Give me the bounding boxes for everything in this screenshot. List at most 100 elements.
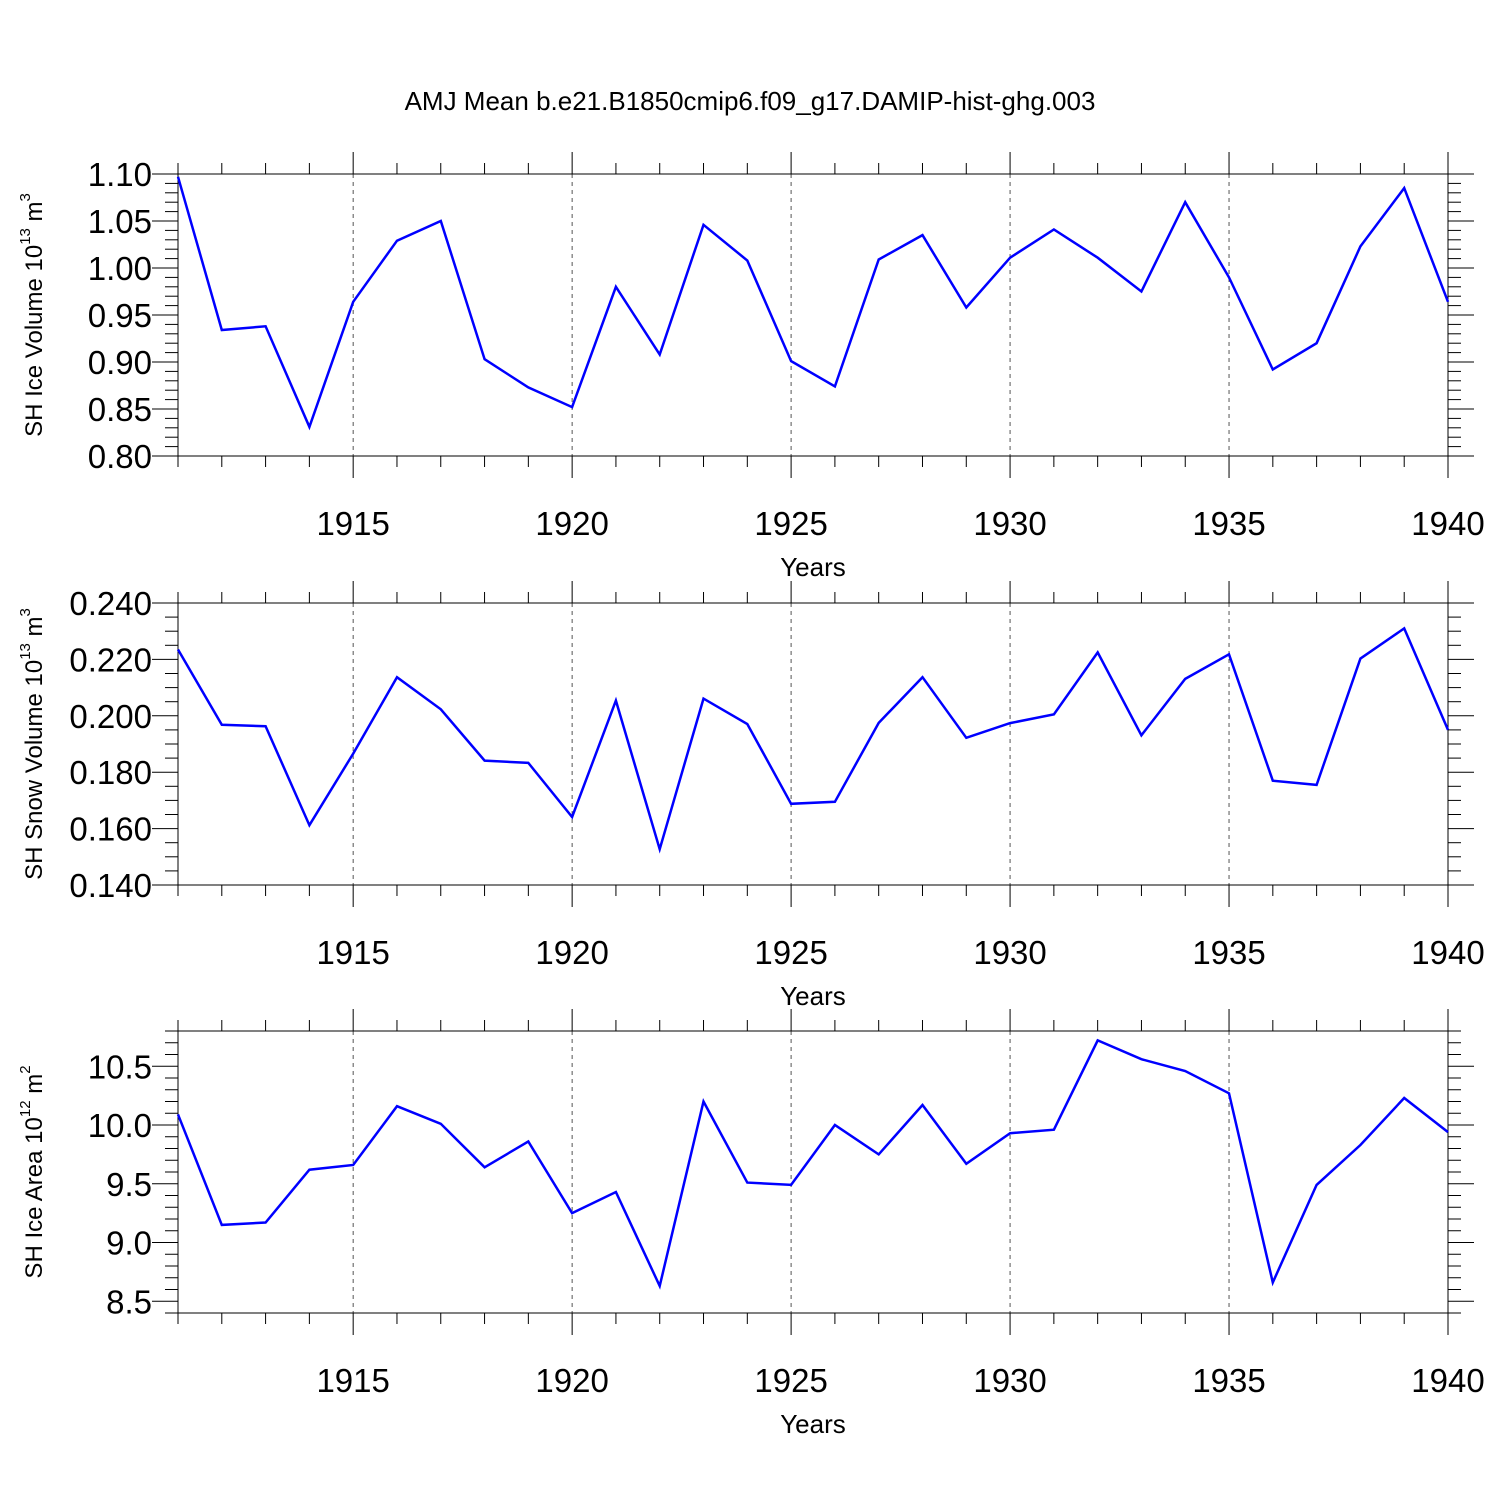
y-tick-label: 1.10 [88,156,152,193]
data-point [1315,1183,1319,1187]
x-tick-label: 1915 [316,1362,389,1399]
chart-title: AMJ Mean b.e21.B1850cmip6.f09_g17.DAMIP-… [405,86,1096,116]
plot-frame [177,173,1449,457]
y-tick-label: 0.160 [69,811,152,848]
x-tick-label: 1935 [1192,934,1265,971]
data-point [526,1139,530,1143]
data-point [745,1181,749,1185]
data-point [570,815,574,819]
panel-ice-area: 8.5 9.0 9.5 10.0 10.5 1915 1920 1925 1930 1935 194… [17,1009,1485,1439]
data-point [439,219,443,223]
y-tick-label: 0.90 [88,344,152,381]
data-point [877,721,881,725]
data-point [307,823,311,827]
data-point [920,1103,924,1107]
y-axis-label-base: SH Ice Area 10 [21,1117,48,1278]
y-tick-label: 10.0 [88,1107,152,1144]
data-point [1183,200,1187,204]
data-point [1227,1091,1231,1095]
y-axis-label-unit: m [21,1074,48,1101]
y-tick-label: 9.5 [106,1166,152,1203]
data-point [395,1104,399,1108]
panel-ice-volume: 0.80 0.85 0.90 0.95 1.00 1.05 1.10 1915 1920 1925… [17,152,1485,582]
x-tick-label: 1940 [1411,505,1484,542]
data-point [395,239,399,243]
x-tick-label: 1915 [316,505,389,542]
data-point [658,352,662,356]
x-axis-label: Years [780,981,846,1011]
x-tick-label: 1925 [754,934,827,971]
data-point [702,1100,706,1104]
data-point [702,223,706,227]
series-line-snow-volume [176,626,1450,854]
data-point [176,648,180,652]
data-point [964,1162,968,1166]
data-point [1096,256,1100,260]
data-point [176,1112,180,1116]
data-point [264,724,268,728]
data-point [439,1122,443,1126]
data-point [1446,300,1450,304]
y-axis-label-exponent: 13 [17,643,34,660]
y-tick-label: 1.00 [88,250,152,287]
data-point [1315,783,1319,787]
data-point [483,1165,487,1169]
y-tick-label: 0.140 [69,867,152,904]
data-point [1315,341,1319,345]
data-point [745,258,749,262]
data-point [1052,227,1056,231]
data-point [1358,657,1362,661]
data-point [1139,1057,1143,1061]
x-tick-label: 1930 [973,505,1046,542]
data-point [1096,650,1100,654]
data-point [1008,1131,1012,1135]
plot-frame [177,1030,1449,1314]
data-point [1227,275,1231,279]
data-point [1271,779,1275,783]
y-tick-label: 0.95 [88,297,152,334]
data-point [264,324,268,328]
data-point [570,405,574,409]
series-line-ice-volume [176,176,1450,431]
data-point [877,258,881,262]
y-axis-label-unit-exponent: 3 [17,193,34,201]
data-point [1008,256,1012,260]
x-axis-label: Years [780,1409,846,1439]
data-point [789,802,793,806]
data-point [220,328,224,332]
data-point [1139,290,1143,294]
y-axis-label-unit-exponent: 2 [17,1065,34,1073]
data-point [1052,1128,1056,1132]
data-point [351,752,355,756]
y-tick-label: 0.240 [69,585,152,622]
x-axis-label: Years [780,552,846,582]
y-tick-label: 0.85 [88,391,152,428]
data-point [176,175,180,179]
y-tick-label: 0.80 [88,438,152,475]
x-tick-label: 1930 [973,1362,1046,1399]
y-axis-label-unit: m [21,201,48,228]
y-axis-label: SH Snow Volume 1013 m3 [17,608,48,880]
panels: 0.80 0.85 0.90 0.95 1.00 1.05 1.10 1915 1920 1925… [17,152,1485,1439]
y-axis-label-base: SH Ice Volume 10 [21,245,48,437]
x-tick-label: 1925 [754,505,827,542]
data-point [789,359,793,363]
data-point [1446,1130,1450,1134]
series-line-ice-area [176,1038,1449,1290]
y-axis-label-unit-exponent: 3 [17,608,34,616]
y-axis-label: SH Ice Volume 1013 m3 [17,193,48,437]
data-point [526,761,530,765]
y-axis-label-exponent: 12 [17,1100,34,1117]
data-point [483,759,487,763]
plot-frame [177,602,1449,886]
x-tick-label: 1920 [535,934,608,971]
data-point [1096,1038,1100,1042]
data-point [307,1168,311,1172]
x-tick-label: 1940 [1411,1362,1484,1399]
data-point [920,675,924,679]
y-tick-label: 0.200 [69,698,152,735]
data-point [1008,721,1012,725]
data-point [220,723,224,727]
y-tick-label: 1.05 [88,203,152,240]
